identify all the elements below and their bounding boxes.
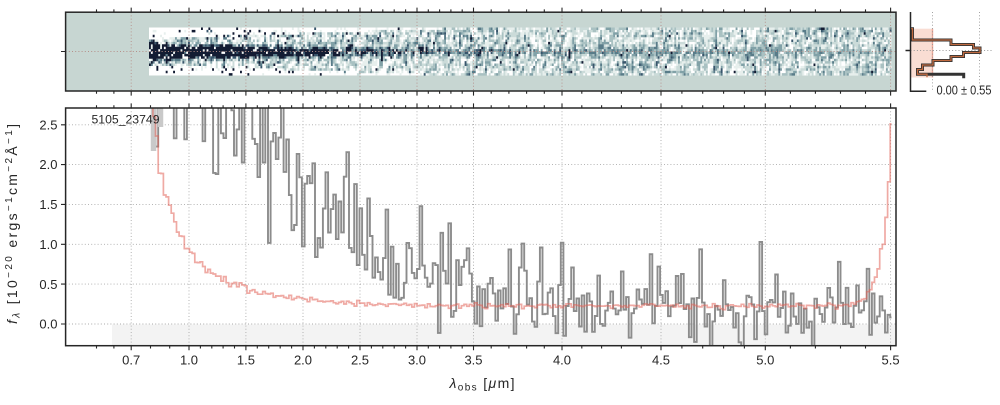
svg-text:5.0: 5.0 [756, 353, 774, 368]
svg-text:1.5: 1.5 [237, 353, 255, 368]
svg-text:2.5: 2.5 [39, 117, 57, 132]
svg-text:2.0: 2.0 [294, 353, 312, 368]
svg-text:0.00 ± 0.55: 0.00 ± 0.55 [937, 84, 992, 98]
svg-text:2.5: 2.5 [351, 353, 369, 368]
svg-text:λobs [μm]: λobs [μm] [449, 375, 515, 394]
svg-text:4.5: 4.5 [652, 353, 670, 368]
svg-text:5105_23749: 5105_23749 [92, 115, 160, 127]
svg-text:3.5: 3.5 [464, 353, 482, 368]
svg-text:1.5: 1.5 [39, 197, 57, 212]
svg-text:fλ [10−20 ergs−1cm−2Å−1]: fλ [10−20 ergs−1cm−2Å−1] [4, 124, 23, 324]
svg-text:4.0: 4.0 [553, 353, 571, 368]
svg-text:0.7: 0.7 [122, 353, 140, 368]
svg-text:2.0: 2.0 [39, 157, 57, 172]
svg-text:5.5: 5.5 [882, 353, 900, 368]
svg-text:1.0: 1.0 [180, 353, 198, 368]
svg-text:1.0: 1.0 [39, 237, 57, 252]
svg-text:3.0: 3.0 [408, 353, 426, 368]
svg-text:0.0: 0.0 [39, 317, 57, 332]
svg-text:0.5: 0.5 [39, 277, 57, 292]
